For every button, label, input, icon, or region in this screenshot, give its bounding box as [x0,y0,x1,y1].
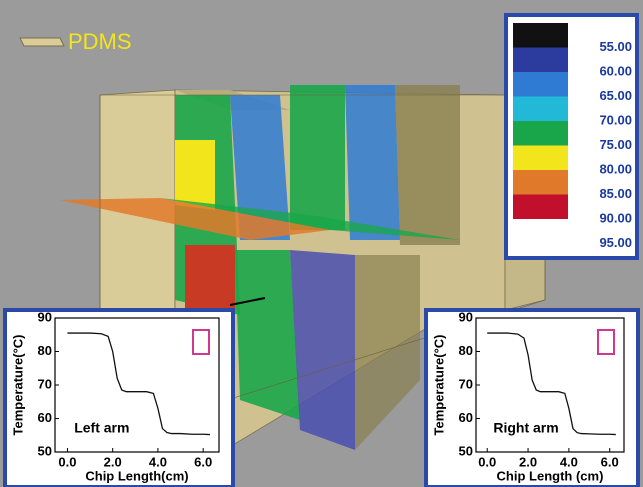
y-tick-label: 50 [38,443,52,458]
y-axis-label: Temperature(°C) [431,334,446,435]
color-swatch [513,146,568,171]
y-tick-label: 70 [459,376,473,391]
x-tick-label: 0.0 [478,454,496,469]
y-tick-label: 60 [38,410,52,425]
colorbar-label: 55.00 [599,39,632,54]
y-axis-label: Temperature(°C) [10,334,25,435]
colorbar-label: 75.00 [599,137,632,152]
x-tick-label: 0.0 [58,454,76,469]
annotation: Right arm [493,419,558,435]
color-swatch [513,97,568,122]
color-swatch [513,23,568,48]
x-tick-label: 6.0 [194,454,212,469]
x-axis-label: Chip Length (cm) [497,468,604,483]
x-tick-label: 4.0 [149,454,167,469]
x-tick-label: 2.0 [104,454,122,469]
color-swatch [513,121,568,146]
color-swatch [513,195,568,220]
colorbar-label: 95.00 [599,235,632,250]
y-tick-label: 90 [38,309,52,324]
colorbar-label: 80.00 [599,161,632,176]
material-label: PDMS [68,29,132,54]
color-swatch [513,72,568,97]
y-tick-label: 80 [459,343,473,358]
colorbar-label: 70.00 [599,112,632,127]
colorbar-label: 90.00 [599,210,632,225]
y-tick-label: 80 [38,343,52,358]
x-tick-label: 2.0 [519,454,537,469]
annotation: Left arm [74,419,129,435]
color-swatch [513,48,568,73]
colorbar-label: 60.00 [599,63,632,78]
colorbar: 55.00 60.00 65.00 70.00 75.00 80.00 85.00 90.00… [506,15,637,258]
inset-chart: 50 60 70 80 90 0.0 2.0 4.0 6.0 Chip Length(cm) Tem… [5,309,233,487]
colorbar-label: 85.00 [599,186,632,201]
color-swatch [513,170,568,195]
x-axis-label: Chip Length(cm) [85,468,188,483]
y-tick-label: 60 [459,410,473,425]
figure: PDMS 55.00 60.00 65.00 70.00 75.00 80.00 85.00… [0,0,643,487]
x-tick-label: 6.0 [601,454,619,469]
x-tick-label: 4.0 [560,454,578,469]
y-tick-label: 70 [38,376,52,391]
y-tick-label: 50 [459,443,473,458]
colorbar-label: 65.00 [599,88,632,103]
y-tick-label: 90 [459,309,473,324]
